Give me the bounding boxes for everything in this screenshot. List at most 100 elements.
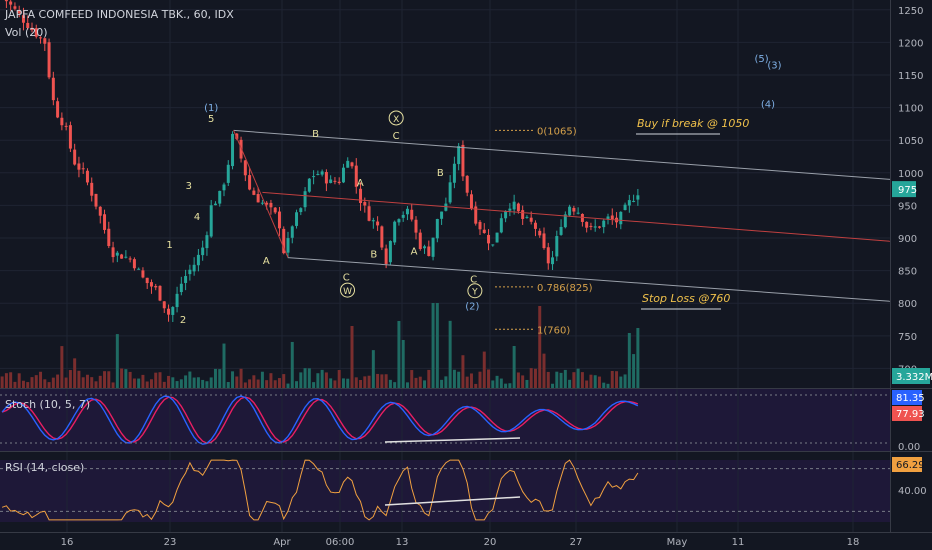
last-price-label: 975: [898, 185, 917, 196]
candle-body: [576, 212, 580, 214]
price-tick-label: 750: [898, 332, 917, 343]
candle-body: [260, 202, 264, 204]
candle-body: [384, 248, 388, 264]
volume-bar: [218, 369, 222, 388]
volume-bar: [491, 380, 495, 388]
candle-body: [316, 173, 320, 175]
volume-bar: [137, 378, 141, 388]
candle-body: [90, 182, 94, 196]
candle-body: [427, 246, 431, 256]
rsi-legend: RSI (14, close): [5, 461, 84, 474]
volume-bar: [410, 370, 414, 388]
volume-bar: [401, 340, 405, 388]
rsi-value-tag: [892, 457, 922, 472]
volume-bar: [495, 375, 499, 388]
volume-bar: [175, 381, 179, 388]
volume-bars: [0, 303, 640, 388]
price-axis: 7007508008509009501000105011001150120012…: [61, 6, 932, 548]
volume-bar: [623, 374, 627, 388]
candle-body: [17, 10, 21, 14]
volume-bar: [184, 375, 188, 388]
volume-bar: [563, 369, 567, 388]
candle-body: [235, 133, 239, 139]
volume-bar: [521, 375, 525, 388]
time-tick-label: 06:00: [326, 537, 355, 548]
volume-bar: [47, 382, 51, 388]
stoch-d-tag: [892, 406, 922, 421]
candle-body: [359, 188, 363, 204]
volume-bar: [469, 373, 473, 388]
candle-body: [465, 175, 469, 193]
volume-bar: [405, 382, 409, 388]
volume-bar: [260, 371, 264, 388]
volume-bar: [26, 382, 30, 388]
candle-body: [295, 212, 299, 226]
wave-circle: [340, 282, 356, 298]
volume-bar: [423, 380, 427, 388]
candle-body: [252, 190, 256, 195]
volume-bar: [529, 368, 533, 388]
candle-body: [533, 222, 537, 229]
time-tick-label: May: [667, 537, 688, 548]
wave-label: 2: [180, 315, 186, 326]
wave-label: A: [411, 246, 418, 257]
candle-body: [593, 226, 597, 228]
stoch-k-tag: [892, 390, 922, 405]
candle-body: [4, 0, 8, 2]
candle-body: [213, 203, 217, 206]
volume-bar: [414, 377, 418, 388]
volume-bar: [440, 379, 444, 388]
volume-bar: [474, 383, 478, 388]
candle-body: [85, 170, 89, 183]
volume-bar: [512, 345, 516, 388]
candle-body: [231, 133, 235, 167]
candle-body: [397, 219, 401, 223]
candle-body: [580, 213, 584, 222]
rsi-line: [1, 459, 639, 521]
volume-bar: [555, 371, 559, 388]
wave-label: 4: [194, 212, 200, 223]
volume-bar: [231, 371, 235, 388]
candle-body: [21, 15, 25, 23]
candle-body: [508, 208, 512, 211]
volume-bar: [619, 376, 623, 388]
candle-body: [64, 125, 68, 127]
volume-bar: [444, 376, 448, 388]
wave-label: A: [263, 256, 270, 267]
candle-body: [452, 163, 456, 183]
candle-body: [367, 206, 371, 221]
candle-body: [546, 247, 550, 264]
volume-bar: [427, 369, 431, 388]
price-tick-label: 1050: [898, 136, 923, 147]
wave-label: (2): [465, 302, 479, 313]
volume-bar: [145, 381, 149, 388]
candle-body: [201, 247, 205, 256]
candle-body: [444, 203, 448, 211]
candle-body: [388, 241, 392, 263]
volume-bar: [85, 374, 89, 388]
volume-bar: [636, 328, 640, 388]
candle-body: [610, 215, 614, 220]
volume-bar: [388, 379, 392, 388]
candle-body: [196, 254, 200, 266]
time-tick-label: 11: [732, 537, 745, 548]
volume-bar: [457, 371, 461, 388]
volume-bar: [303, 368, 307, 388]
volume-bar: [171, 377, 175, 388]
volume-bar: [551, 383, 555, 388]
volume-bar: [277, 378, 281, 388]
candle-body: [77, 163, 81, 170]
candle-body: [13, 6, 17, 9]
volume-bar: [393, 382, 397, 388]
volume-bar: [615, 371, 619, 388]
candle-body: [469, 194, 473, 209]
candle-body: [623, 204, 627, 211]
candle-body: [243, 160, 247, 176]
candle-body: [128, 258, 132, 260]
candle-body: [269, 202, 273, 208]
candle-body: [563, 214, 567, 228]
wave-label: 3: [186, 181, 192, 192]
volume-bar: [68, 370, 72, 388]
volume-bar: [252, 375, 256, 388]
